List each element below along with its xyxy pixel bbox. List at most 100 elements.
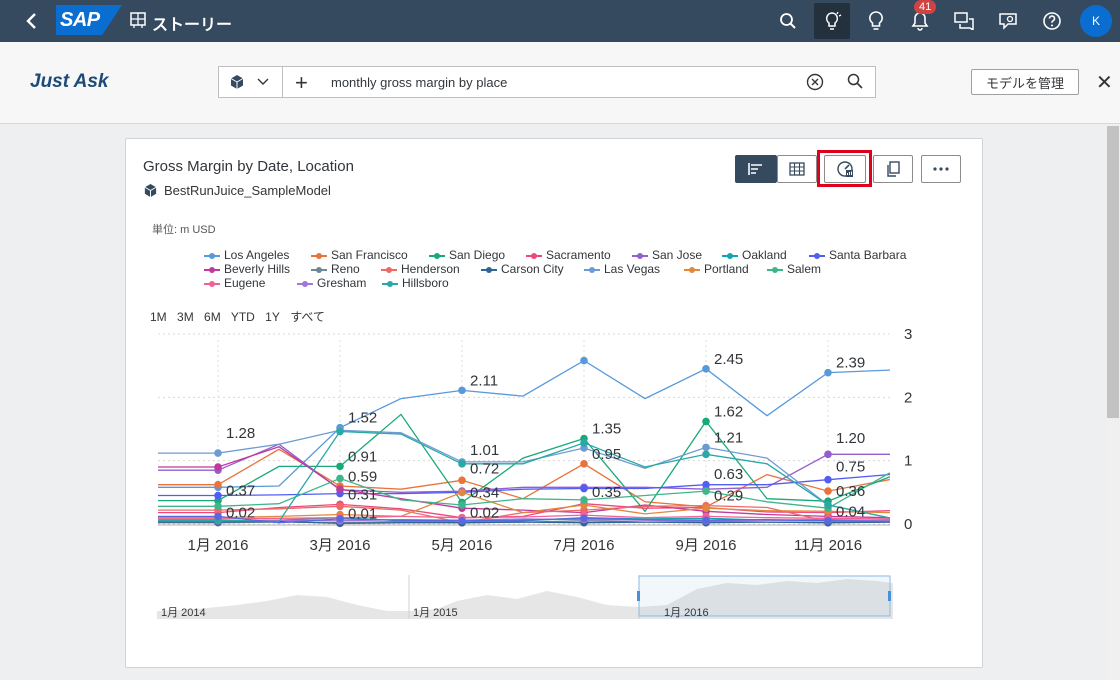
legend-item[interactable]: Sacramento (526, 248, 611, 262)
range-ytd[interactable]: YTD (230, 310, 255, 324)
avatar[interactable]: K (1080, 5, 1112, 37)
data-point[interactable] (580, 460, 588, 468)
data-point[interactable] (458, 460, 466, 468)
range-all[interactable]: すべて (290, 310, 325, 324)
series-line[interactable] (158, 472, 890, 509)
series-line[interactable] (158, 491, 890, 519)
legend-item[interactable]: Las Vegas (584, 262, 660, 276)
legend-item[interactable]: Portland (684, 262, 749, 276)
legend-item[interactable]: San Diego (429, 248, 505, 262)
legend-item[interactable]: Beverly Hills (204, 262, 290, 276)
data-point[interactable] (824, 368, 832, 377)
data-point[interactable] (702, 417, 710, 426)
legend-item[interactable]: Oakland (722, 248, 787, 262)
series-line[interactable] (158, 504, 890, 524)
series-line[interactable] (158, 429, 890, 519)
legend-item[interactable]: San Francisco (311, 248, 408, 262)
data-point[interactable] (336, 485, 344, 493)
range-6m[interactable]: 6M (204, 310, 221, 324)
search-box[interactable]: + monthly gross margin by place (218, 66, 876, 98)
data-point[interactable] (214, 463, 222, 471)
data-point[interactable] (214, 502, 222, 511)
bell-icon[interactable] (906, 7, 934, 35)
legend-item[interactable]: Henderson (381, 262, 460, 276)
range-1m[interactable]: 1M (150, 310, 167, 324)
data-point[interactable] (824, 487, 832, 495)
series-line[interactable] (158, 514, 890, 520)
explore-button[interactable] (824, 155, 866, 183)
data-point[interactable] (336, 474, 344, 483)
back-icon[interactable] (20, 9, 44, 33)
data-point[interactable] (458, 488, 466, 497)
series-line[interactable] (158, 413, 890, 513)
data-point[interactable] (336, 427, 344, 436)
add-icon[interactable]: + (295, 70, 308, 95)
data-point[interactable] (458, 501, 466, 509)
data-point[interactable] (702, 516, 710, 524)
data-point[interactable] (702, 504, 710, 512)
copy-button[interactable] (873, 155, 913, 183)
data-point[interactable] (580, 439, 588, 447)
more-button[interactable] (921, 155, 961, 183)
table-view-button[interactable] (777, 155, 817, 183)
data-point[interactable] (702, 450, 710, 459)
data-point[interactable] (214, 480, 222, 489)
data-point[interactable] (580, 496, 588, 504)
data-point[interactable] (214, 491, 222, 500)
search-submit-icon[interactable] (847, 73, 863, 94)
range-1y[interactable]: 1Y (265, 310, 280, 324)
navigator-window[interactable] (638, 575, 891, 617)
data-point[interactable] (702, 365, 710, 373)
data-point[interactable] (336, 462, 344, 471)
navigator-handle-right[interactable] (888, 591, 891, 601)
scrollbar-thumb[interactable] (1107, 126, 1119, 418)
series-line[interactable] (158, 430, 890, 523)
series-line[interactable] (158, 359, 890, 488)
data-point[interactable] (458, 386, 466, 395)
series-line[interactable] (158, 448, 890, 508)
legend-item[interactable]: Los Angeles (204, 248, 289, 262)
legend-item[interactable]: San Jose (632, 248, 702, 262)
chat-icon[interactable] (950, 7, 978, 35)
data-point[interactable] (702, 487, 710, 495)
data-point[interactable] (702, 480, 710, 489)
search-icon[interactable] (774, 7, 802, 35)
data-point[interactable] (458, 517, 466, 525)
legend-item[interactable]: Santa Barbara (809, 248, 906, 262)
lightbulb-icon[interactable] (862, 7, 890, 35)
close-icon[interactable]: ✕ (1096, 72, 1113, 94)
legend-item[interactable]: Hillsboro (382, 276, 449, 290)
data-point[interactable] (580, 514, 588, 523)
data-point[interactable] (336, 515, 344, 523)
help-icon[interactable] (1038, 7, 1066, 35)
legend-item[interactable]: Carson City (481, 262, 564, 276)
series-line[interactable] (158, 515, 890, 524)
chart-view-button[interactable] (735, 155, 777, 183)
legend-item[interactable]: Eugene (204, 276, 265, 290)
data-point[interactable] (824, 501, 832, 509)
ask-icon[interactable] (814, 3, 850, 39)
data-point[interactable] (702, 443, 710, 452)
line-chart[interactable]: 0 1 2 3 1.28 0.37 0.02 1.52 0.91 0.590.31 0.01 2.11… (150, 320, 920, 560)
data-point[interactable] (214, 512, 222, 521)
manage-models-button[interactable]: モデルを管理 (971, 69, 1079, 95)
feedback-icon[interactable] (994, 7, 1022, 35)
legend-item[interactable]: Salem (767, 262, 821, 276)
navigator-handle-left[interactable] (637, 591, 640, 601)
data-point[interactable] (336, 502, 344, 511)
series-line[interactable] (158, 443, 890, 493)
clear-icon[interactable] (806, 73, 824, 96)
legend-item[interactable]: Gresham (297, 276, 366, 290)
data-point[interactable] (824, 450, 832, 459)
data-point[interactable] (580, 356, 588, 365)
range-navigator[interactable]: 1月 2014 1月 2015 1月 2016 (157, 575, 893, 619)
data-point[interactable] (824, 475, 832, 484)
data-point[interactable] (214, 449, 222, 457)
data-point[interactable] (824, 517, 832, 525)
model-selector[interactable] (219, 67, 283, 97)
data-point[interactable] (458, 476, 466, 485)
query-input[interactable]: monthly gross margin by place (331, 75, 508, 90)
series-line[interactable] (158, 473, 890, 497)
range-3m[interactable]: 3M (177, 310, 194, 324)
legend-item[interactable]: Reno (311, 262, 360, 276)
